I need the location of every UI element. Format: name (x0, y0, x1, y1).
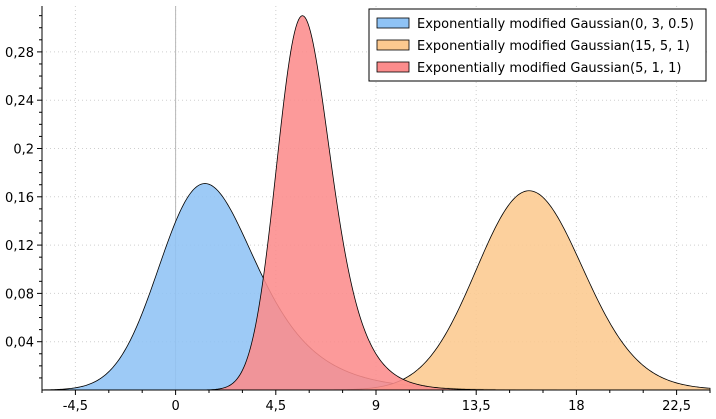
x-tick-label: 4,5 (265, 399, 286, 414)
legend-swatch-2 (376, 39, 410, 51)
y-tick-label: 0,04 (5, 336, 34, 351)
legend: Exponentially modified Gaussian(0, 3, 0.… (368, 8, 707, 82)
x-tick-label: -4,5 (63, 399, 88, 414)
y-tick-label: 0,16 (5, 191, 34, 206)
legend-box (368, 8, 707, 82)
legend-label-2: Exponentially modified Gaussian(15, 5, 1… (417, 39, 690, 54)
legend-label-3: Exponentially modified Gaussian(5, 1, 1) (417, 61, 682, 76)
legend-label-1: Exponentially modified Gaussian(0, 3, 0.… (417, 17, 694, 32)
x-tick-label: 18 (568, 399, 585, 414)
x-tick-label: 13,5 (462, 399, 491, 414)
x-tick-label: 0 (171, 399, 179, 414)
legend-swatch-3 (376, 61, 410, 73)
y-tick-label: 0,28 (5, 46, 34, 61)
x-tick-label: 9 (372, 399, 380, 414)
y-axis-ticks: 0,04 0,08 0,12 0,16 0,2 0,24 0,28 (5, 15, 42, 379)
legend-swatch-1 (376, 17, 410, 29)
y-tick-label: 0,2 (13, 142, 34, 157)
y-tick-label: 0,08 (5, 287, 34, 302)
y-tick-label: 0,24 (5, 94, 34, 109)
x-tick-label: 22,5 (662, 399, 691, 414)
x-axis-ticks: -4,5 0 4,5 9 13,5 18 22,5 (41, 390, 711, 414)
y-tick-label: 0,12 (5, 239, 34, 254)
